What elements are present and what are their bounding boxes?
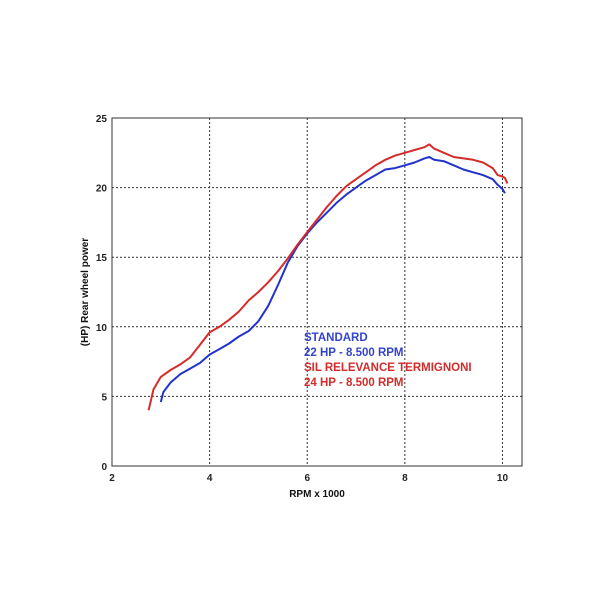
x-tick-label: 10	[497, 473, 509, 484]
tick-labels: 2 4 6 8 10 0 5 10 15 20 25	[96, 114, 509, 484]
series-line-standard	[159, 156, 506, 403]
annotation-standard-label: STANDARD	[304, 332, 368, 344]
grid	[112, 118, 522, 466]
y-axis-label: (HP) Rear wheel power	[80, 238, 91, 346]
x-tick-label: 2	[109, 473, 115, 484]
x-tick-label: 8	[402, 473, 408, 484]
y-tick-label: 15	[96, 253, 108, 264]
y-tick-label: 0	[101, 462, 107, 473]
x-tick-label: 4	[207, 473, 213, 484]
y-tick-label: 5	[101, 392, 107, 403]
x-tick-label: 6	[304, 473, 310, 484]
annotation-termignoni-label: SIL RELEVANCE TERMIGNONI	[304, 362, 472, 374]
plot-frame	[111, 117, 523, 467]
annotation-standard-value: 22 HP - 8.500 RPM	[304, 347, 404, 359]
legend-annotation: STANDARD 22 HP - 8.500 RPM SIL RELEVANCE…	[304, 332, 472, 389]
y-tick-label: 20	[96, 184, 108, 195]
series-line-sil-relevance-termignoni	[147, 143, 509, 411]
series	[147, 143, 509, 411]
y-tick-label: 25	[96, 114, 108, 125]
y-tick-label: 10	[96, 323, 108, 334]
x-axis-label: RPM x 1000	[289, 489, 345, 500]
annotation-termignoni-value: 24 HP - 8.500 RPM	[304, 377, 404, 389]
